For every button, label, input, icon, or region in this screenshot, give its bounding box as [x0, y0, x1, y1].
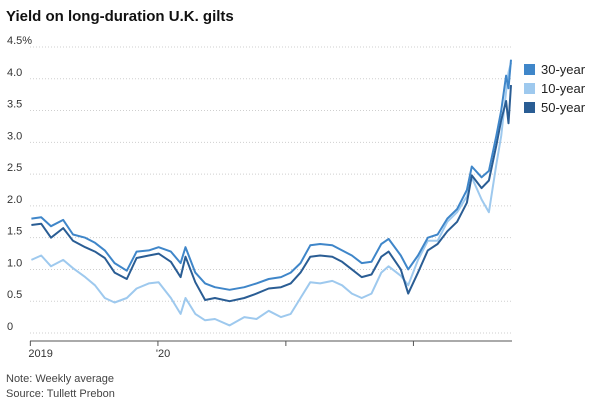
- legend-swatch-50-year: [524, 102, 535, 113]
- chart-notes: Note: Weekly average Source: Tullett Pre…: [6, 372, 115, 402]
- y-tick-label: 3.5: [7, 99, 22, 111]
- y-axis-tick-labels: 0 0.5 1.0 1.5 2.0 2.5 3.0 3.5 4.0 4.5%: [7, 35, 32, 333]
- series-line-30-year: [31, 59, 512, 291]
- x-tick-label: '20: [156, 348, 170, 360]
- y-tick-label: 0: [7, 321, 13, 333]
- y-tick-label: 4.5%: [7, 35, 32, 47]
- source-text: Source: Tullett Prebon: [6, 388, 115, 400]
- y-tick-label: 1.0: [7, 257, 22, 269]
- chart-title: Yield on long-duration U.K. gilts: [6, 8, 234, 25]
- x-axis: 2019 '20: [28, 340, 512, 360]
- series-line-50-year: [31, 85, 512, 303]
- y-tick-label: 0.5: [7, 289, 22, 301]
- series-line-10-year: [30, 62, 512, 327]
- legend-item-10-year: 10-year: [524, 79, 585, 98]
- y-tick-label: 2.5: [7, 162, 22, 174]
- legend-label-50-year: 50-year: [541, 100, 586, 115]
- y-tick-label: 1.5: [7, 226, 22, 238]
- note-text: Note: Weekly average: [6, 373, 115, 385]
- legend-item-50-year: 50-year: [524, 98, 585, 117]
- y-tick-label: 4.0: [7, 67, 22, 79]
- legend-swatch-30-year: [524, 64, 535, 75]
- x-tick-label: 2019: [28, 348, 52, 360]
- series-lines: [30, 59, 512, 327]
- legend-label-10-year: 10-year: [541, 81, 586, 96]
- y-tick-label: 2.0: [7, 194, 22, 206]
- y-tick-label: 3.0: [7, 130, 22, 142]
- legend: 30-year 10-year 50-year: [524, 60, 585, 117]
- legend-label-30-year: 30-year: [541, 62, 586, 77]
- gridlines: [30, 46, 512, 334]
- legend-swatch-10-year: [524, 83, 535, 94]
- legend-item-30-year: 30-year: [524, 60, 585, 79]
